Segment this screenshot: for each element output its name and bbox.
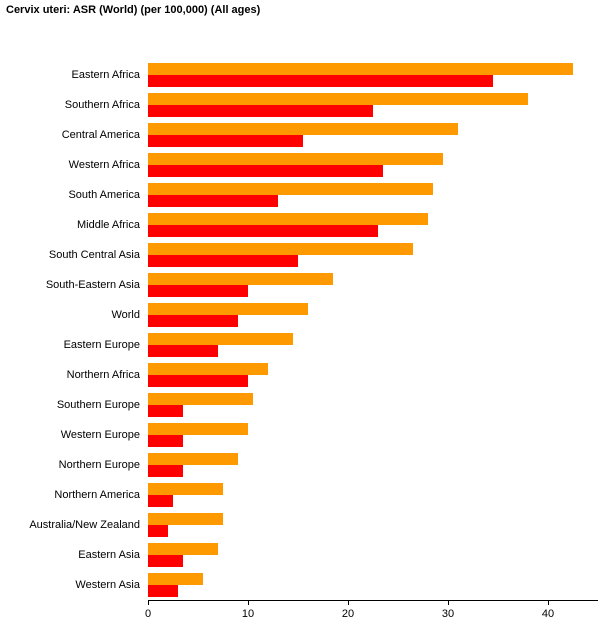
x-tick-label: 20 [342,608,354,620]
bar-group: Northern America [148,480,598,510]
bar-group: South-Eastern Asia [148,270,598,300]
category-label: Eastern Africa [72,69,140,81]
chart-title: Cervix uteri: ASR (World) (per 100,000) … [6,4,260,16]
chart-container: Cervix uteri: ASR (World) (per 100,000) … [0,0,611,643]
x-tick-label: 10 [242,608,254,620]
x-tick [448,600,449,605]
bar-group: Central America [148,120,598,150]
category-label: South America [68,189,140,201]
bar-series-1 [148,195,278,207]
bar-series-0 [148,483,223,495]
category-label: Northern Europe [59,459,140,471]
bar-group: World [148,300,598,330]
bar-group: Eastern Africa [148,60,598,90]
bar-series-1 [148,285,248,297]
category-label: Southern Africa [65,99,140,111]
bar-series-1 [148,555,183,567]
bar-group: Eastern Asia [148,540,598,570]
bar-series-0 [148,93,528,105]
bar-group: Northern Europe [148,450,598,480]
bar-series-0 [148,363,268,375]
bar-series-0 [148,333,293,345]
x-axis [148,600,598,601]
bar-series-1 [148,165,383,177]
bar-group: Middle Africa [148,210,598,240]
bar-series-0 [148,543,218,555]
bar-series-0 [148,183,433,195]
bar-series-1 [148,225,378,237]
bar-group: Western Asia [148,570,598,600]
category-label: Western Africa [69,159,140,171]
bar-group: Southern Europe [148,390,598,420]
category-label: Central America [62,129,140,141]
x-tick [148,600,149,605]
bar-series-0 [148,273,333,285]
bar-series-0 [148,153,443,165]
bar-group: South Central Asia [148,240,598,270]
bar-series-1 [148,255,298,267]
bar-group: Western Europe [148,420,598,450]
bar-series-1 [148,315,238,327]
bar-series-0 [148,393,253,405]
bar-series-1 [148,135,303,147]
category-label: World [111,309,140,321]
category-label: Eastern Asia [78,549,140,561]
bar-series-0 [148,213,428,225]
bar-series-0 [148,513,223,525]
bar-series-1 [148,525,168,537]
x-tick-label: 0 [145,608,151,620]
bar-series-1 [148,345,218,357]
bar-series-0 [148,423,248,435]
x-tick [348,600,349,605]
category-label: South Central Asia [49,249,140,261]
bar-series-0 [148,243,413,255]
bar-series-0 [148,453,238,465]
bar-series-1 [148,405,183,417]
category-label: Western Asia [75,579,140,591]
x-tick [248,600,249,605]
category-label: Australia/New Zealand [29,519,140,531]
bar-group: Southern Africa [148,90,598,120]
bar-series-1 [148,375,248,387]
bar-series-0 [148,573,203,585]
bar-series-1 [148,495,173,507]
bar-series-0 [148,303,308,315]
bar-group: Western Africa [148,150,598,180]
bar-series-1 [148,465,183,477]
category-label: South-Eastern Asia [46,279,140,291]
x-tick [548,600,549,605]
bar-group: Eastern Europe [148,330,598,360]
category-label: Western Europe [61,429,140,441]
category-label: Northern America [54,489,140,501]
bar-group: South America [148,180,598,210]
bar-series-0 [148,63,573,75]
category-label: Northern Africa [67,369,140,381]
plot-area: Eastern AfricaSouthern AfricaCentral Ame… [148,60,598,600]
category-label: Eastern Europe [64,339,140,351]
bar-series-0 [148,123,458,135]
category-label: Middle Africa [77,219,140,231]
bar-series-1 [148,75,493,87]
bar-group: Australia/New Zealand [148,510,598,540]
x-tick-label: 40 [542,608,554,620]
bar-series-1 [148,435,183,447]
bar-series-1 [148,105,373,117]
bar-group: Northern Africa [148,360,598,390]
category-label: Southern Europe [57,399,140,411]
x-tick-label: 30 [442,608,454,620]
bar-series-1 [148,585,178,597]
